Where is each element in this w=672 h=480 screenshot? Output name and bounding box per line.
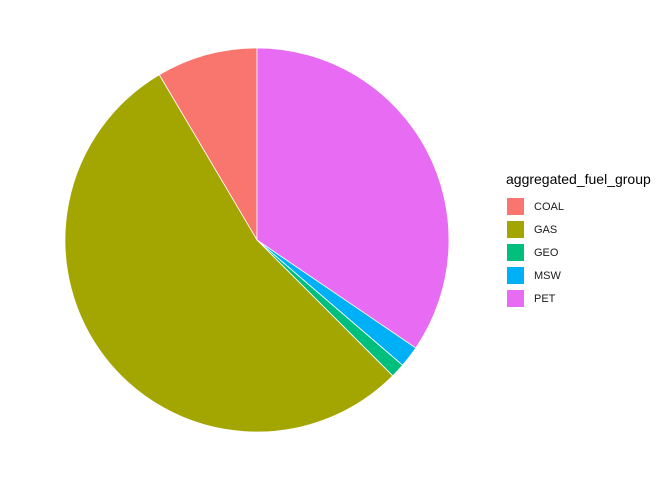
legend-items: COAL GAS GEO MSW PET [506,195,666,310]
legend-item-gas: GAS [506,218,666,241]
legend-key-gas [507,221,524,238]
legend-title: aggregated_fuel_group [506,171,651,187]
legend-item-coal: COAL [506,195,666,218]
legend-item-msw: MSW [506,264,666,287]
legend-key-pet [507,290,524,307]
legend-label: GEO [534,246,559,259]
legend-key-coal [507,198,524,215]
pie-slice-gas [64,74,394,433]
legend-label: PET [534,292,556,305]
legend-label: GAS [534,223,558,236]
legend: aggregated_fuel_group COAL GAS GEO MSW PET [506,170,666,310]
pie-slices [64,47,450,433]
legend-item-geo: GEO [506,241,666,264]
pie-slice-pet [256,47,450,349]
legend-label: MSW [534,269,561,282]
legend-item-pet: PET [506,287,666,310]
legend-key-geo [507,244,524,261]
pie-slice-coal [158,47,258,242]
legend-key-msw [507,267,524,284]
legend-label: COAL [534,200,564,213]
